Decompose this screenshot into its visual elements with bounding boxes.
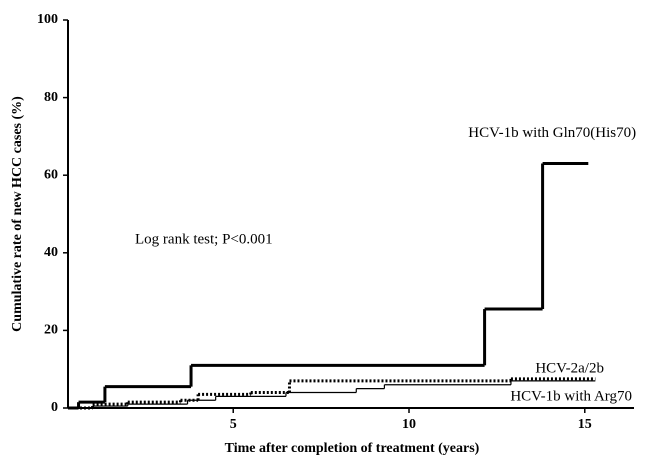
series-label: HCV-1b with Gln70(His70) xyxy=(468,125,636,141)
x-tick-label: 5 xyxy=(230,417,237,432)
y-tick-label: 20 xyxy=(44,323,58,338)
series-label: HCV-1b with Arg70 xyxy=(510,388,632,404)
y-tick-label: 0 xyxy=(51,400,58,415)
annotation: Log rank test; P<0.001 xyxy=(135,231,273,247)
y-tick-label: 60 xyxy=(44,167,58,182)
series-label: HCV-2a/2b xyxy=(535,360,604,376)
y-axis-label: Cumulative rate of new HCC cases (%) xyxy=(10,96,25,332)
x-tick-label: 15 xyxy=(578,417,592,432)
x-axis-label: Time after completion of treatment (year… xyxy=(225,441,480,456)
y-tick-label: 80 xyxy=(44,90,58,105)
y-tick-label: 100 xyxy=(37,12,58,27)
x-tick-label: 10 xyxy=(402,417,416,432)
y-tick-label: 40 xyxy=(44,245,58,260)
